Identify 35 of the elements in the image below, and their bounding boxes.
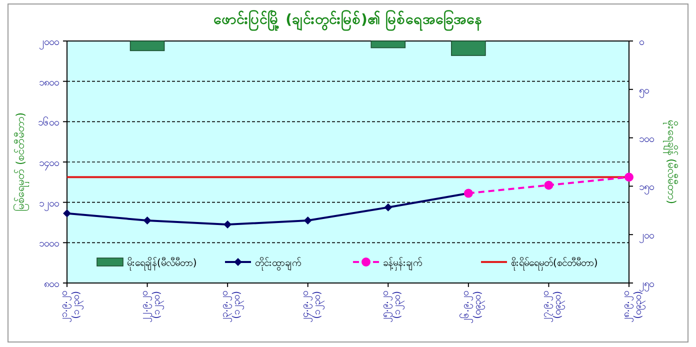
point bbox=[624, 172, 634, 182]
y2-tick-label: ၂၅၀ bbox=[639, 279, 654, 292]
y2-tick-label: ၅၀ bbox=[639, 85, 649, 98]
legend-label: တိုင်းထွာချက် bbox=[255, 256, 301, 271]
x-tick-label: ၂၈.၉.၂၀ (၀၉၃၀) bbox=[621, 290, 646, 322]
y-tick-label: ၁၂၀၀ bbox=[39, 198, 59, 212]
y-tick-label: ၁၆၀၀ bbox=[38, 116, 59, 129]
x-tick-label: ၂၃.၉.၂၀ (၁၂၃၀) bbox=[220, 290, 245, 322]
chart-title: ဖောင်းပြင်မြို့ (ချင်းတွင်းမြစ်)၏ မြစ်ရေအခြေအနေ bbox=[214, 10, 482, 31]
y2-tick-label: ၀ bbox=[639, 37, 644, 48]
y-axis-title: မြစ်ရေမှတ် (စင်တီမီတာ) bbox=[13, 112, 29, 212]
x-tick-label: ၂၂.၉.၂၀ (၁၂၃၀) bbox=[139, 290, 164, 322]
point bbox=[544, 180, 554, 190]
y-tick-label: ၈၀၀ bbox=[44, 279, 59, 290]
legend-label: စိုးရိမ်ရေမှတ်(စင်တီမီတာ) bbox=[511, 256, 598, 271]
point bbox=[384, 203, 392, 212]
y2-tick-label: ၁၀၀ bbox=[639, 134, 654, 145]
point bbox=[304, 216, 312, 224]
point bbox=[143, 216, 152, 224]
legend-label: မိုးရေချိန်(မီလီမီတာ) bbox=[127, 256, 197, 271]
point bbox=[63, 209, 71, 218]
x-tick-label: ၂၅.၉.၂၀ (၁၂၃၀) bbox=[380, 290, 406, 322]
x-tick-label: ၂၇.၉.၂၀ (၀၉၃၀) bbox=[540, 290, 566, 322]
y-tick-label: ၂၀၀၀ bbox=[39, 37, 59, 50]
x-tick-label: ၂၆.၉.၂၀ (၀၉၃၀) bbox=[458, 290, 486, 324]
y-tick-label: ၁၀၀၀ bbox=[39, 238, 59, 250]
y-tick-label: ၁၄၀၀ bbox=[39, 158, 59, 171]
x-tick-label: ၂၄.၉.၂၀ (၁၂၃၀) bbox=[300, 290, 325, 322]
point bbox=[224, 220, 232, 229]
y2-tick-label: ၁၅၀ bbox=[639, 182, 654, 196]
legend-label: ခန့်မှန်းချက် bbox=[383, 256, 422, 271]
x-tick-label: ၂၁.၉.၂၀ (၁၂၃၀) bbox=[59, 290, 84, 322]
y2-tick-label: ၂၀၀ bbox=[639, 230, 654, 244]
y-tick-label: ၁၈၀၀ bbox=[39, 77, 59, 88]
y2-axis-title: မိုးရေချိန် (မီလီမီတာ) bbox=[663, 120, 678, 204]
